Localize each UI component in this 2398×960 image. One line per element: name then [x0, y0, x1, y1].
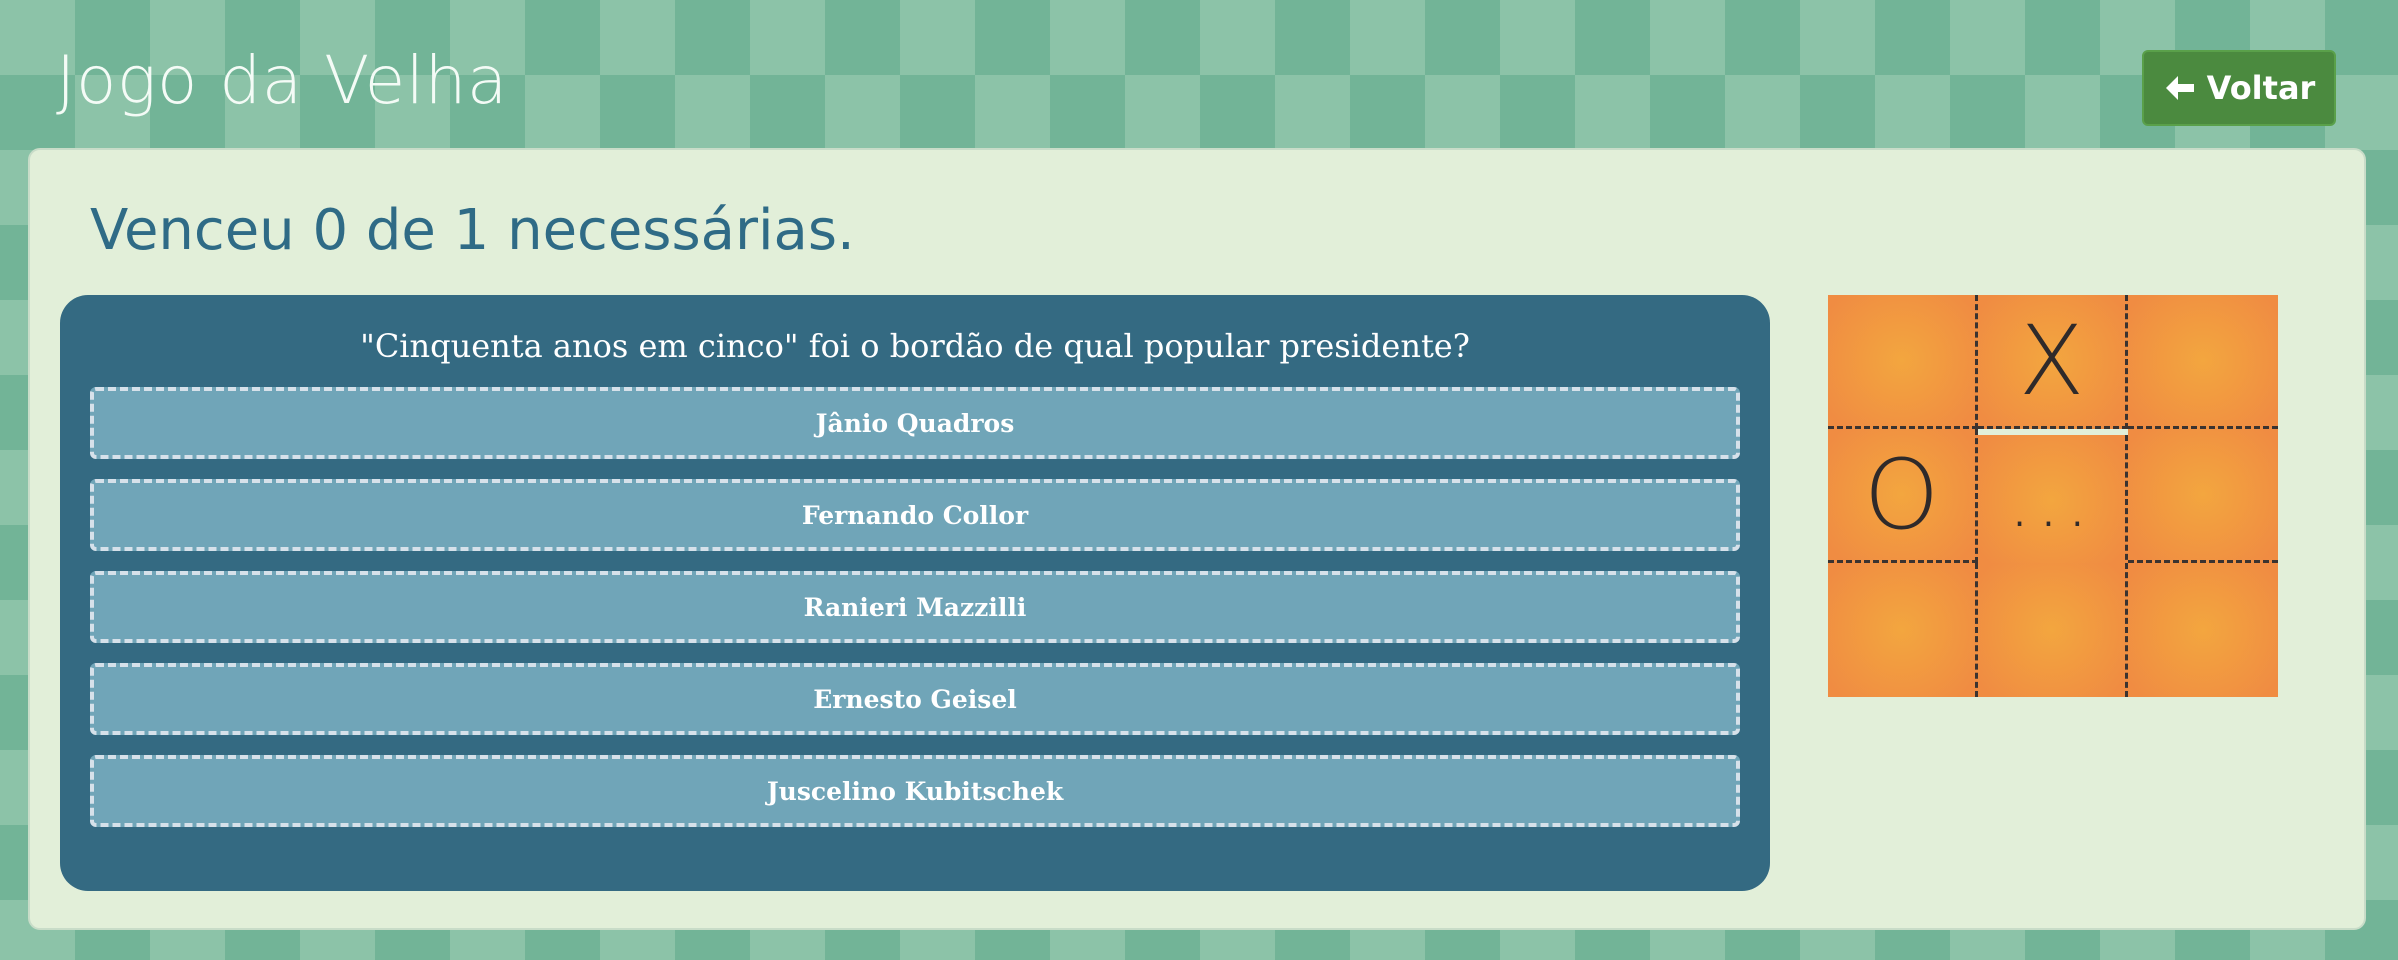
answer-option-1[interactable]: Jânio Quadros: [90, 387, 1740, 459]
page-title: Jogo da Velha: [56, 42, 508, 119]
back-button[interactable]: Voltar: [2142, 50, 2336, 126]
arrow-left-icon: [2163, 73, 2197, 103]
tic-tac-toe-board: X O ...: [1828, 295, 2278, 697]
answer-option-2[interactable]: Fernando Collor: [90, 479, 1740, 551]
main-panel: Venceu 0 de 1 necessárias. "Cinquenta an…: [28, 148, 2366, 930]
board-cell-6[interactable]: [2128, 429, 2278, 563]
board-cell-7[interactable]: [1828, 563, 1978, 697]
board-cell-3[interactable]: [2128, 295, 2278, 429]
board-cell-2[interactable]: X: [1978, 295, 2128, 429]
board-cell-8[interactable]: [1978, 563, 2128, 697]
question-text: "Cinquenta anos em cinco" foi o bordão d…: [360, 327, 1470, 365]
board-cell-5[interactable]: ...: [1978, 435, 2128, 569]
question-card: "Cinquenta anos em cinco" foi o bordão d…: [60, 295, 1770, 891]
board-cell-4[interactable]: O: [1828, 429, 1978, 563]
answer-list: Jânio Quadros Fernando Collor Ranieri Ma…: [90, 387, 1740, 827]
board-cell-1[interactable]: [1828, 295, 1978, 429]
back-button-label: Voltar: [2206, 69, 2316, 107]
answer-option-4[interactable]: Ernesto Geisel: [90, 663, 1740, 735]
board-cell-9[interactable]: [2128, 563, 2278, 697]
answer-option-3[interactable]: Ranieri Mazzilli: [90, 571, 1740, 643]
score-text: Venceu 0 de 1 necessárias.: [90, 198, 855, 263]
answer-option-5[interactable]: Juscelino Kubitschek: [90, 755, 1740, 827]
